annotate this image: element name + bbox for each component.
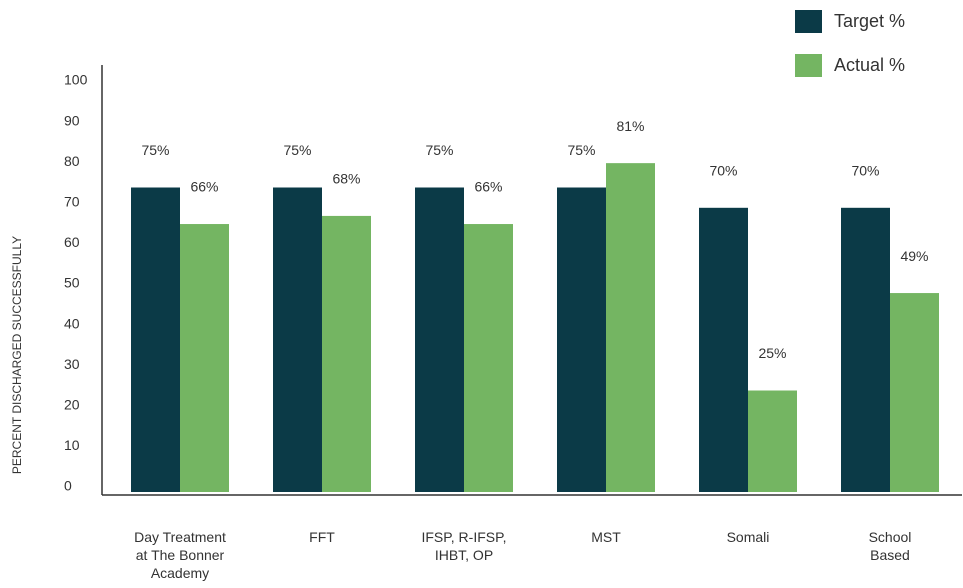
x-tick-label-line: Day Treatment xyxy=(134,529,226,545)
y-tick-label: 70 xyxy=(64,194,80,210)
bar xyxy=(415,187,464,492)
bar xyxy=(322,215,371,493)
value-label: 75% xyxy=(425,142,453,158)
value-label: 70% xyxy=(851,163,879,179)
value-label: 25% xyxy=(758,345,786,361)
x-tick-label: Somali xyxy=(727,529,770,545)
value-label: 49% xyxy=(900,248,928,264)
x-tick-label-line: School xyxy=(869,529,912,545)
x-tick-label-line: Based xyxy=(870,547,910,563)
x-tick-label-line: Somali xyxy=(727,529,770,545)
legend-label: Target % xyxy=(834,11,905,31)
x-tick-label-line: Academy xyxy=(151,565,209,581)
y-tick-label: 0 xyxy=(64,478,72,494)
legend-swatch xyxy=(795,54,822,77)
y-tick-label: 60 xyxy=(64,234,80,250)
x-tick-label-line: MST xyxy=(591,529,621,545)
x-tick-label-line: FFT xyxy=(309,529,335,545)
x-tick-label-line: IHBT, OP xyxy=(435,547,493,563)
y-tick-label: 20 xyxy=(64,397,80,413)
x-tick-label: School Based xyxy=(869,529,912,563)
value-label: 70% xyxy=(709,163,737,179)
y-tick-label: 100 xyxy=(64,72,88,88)
y-tick-label: 10 xyxy=(64,437,80,453)
value-label: 75% xyxy=(283,142,311,158)
value-label: 66% xyxy=(190,179,218,195)
y-tick-label: 80 xyxy=(64,153,80,169)
bar xyxy=(748,390,797,492)
bar xyxy=(699,207,748,493)
value-label: 75% xyxy=(567,142,595,158)
y-axis-label: PERCENT DISCHARGED SUCCESSFULLY xyxy=(10,236,24,474)
x-tick-label: IFSP, R-IFSP, IHBT, OP xyxy=(421,529,506,563)
legend-label: Actual % xyxy=(834,55,905,75)
bar xyxy=(557,187,606,492)
x-tick-label: MST xyxy=(591,529,621,545)
value-label: 66% xyxy=(474,179,502,195)
value-label: 75% xyxy=(141,142,169,158)
value-label: 81% xyxy=(616,118,644,134)
y-tick-label: 90 xyxy=(64,112,80,128)
x-tick-label: FFT xyxy=(309,529,335,545)
bar xyxy=(841,207,890,493)
bar xyxy=(606,163,655,492)
bar xyxy=(131,187,180,492)
legend-swatch xyxy=(795,10,822,33)
x-tick-label-line: at The Bonner xyxy=(136,547,225,563)
y-tick-label: 30 xyxy=(64,356,80,372)
x-tick-label-line: IFSP, R-IFSP, xyxy=(421,529,506,545)
y-tick-label: 50 xyxy=(64,275,80,291)
x-tick-label: Day Treatment at The Bonner Academy xyxy=(134,529,226,581)
bar xyxy=(273,187,322,492)
bar xyxy=(464,224,513,493)
bar xyxy=(180,224,229,493)
bar xyxy=(890,293,939,492)
value-label: 68% xyxy=(332,171,360,187)
y-tick-label: 40 xyxy=(64,315,80,331)
